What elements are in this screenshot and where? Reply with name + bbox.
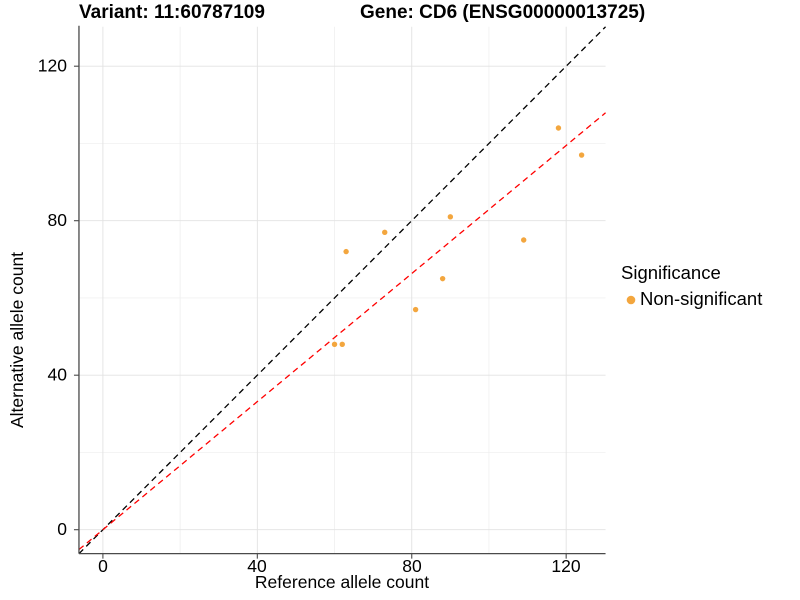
svg-text:120: 120 (551, 556, 580, 576)
svg-text:Alternative allele count: Alternative allele count (7, 252, 27, 428)
svg-text:0: 0 (57, 519, 67, 539)
svg-text:40: 40 (48, 365, 68, 385)
svg-text:80: 80 (48, 210, 68, 230)
svg-text:120: 120 (38, 56, 67, 76)
svg-text:0: 0 (98, 556, 108, 576)
